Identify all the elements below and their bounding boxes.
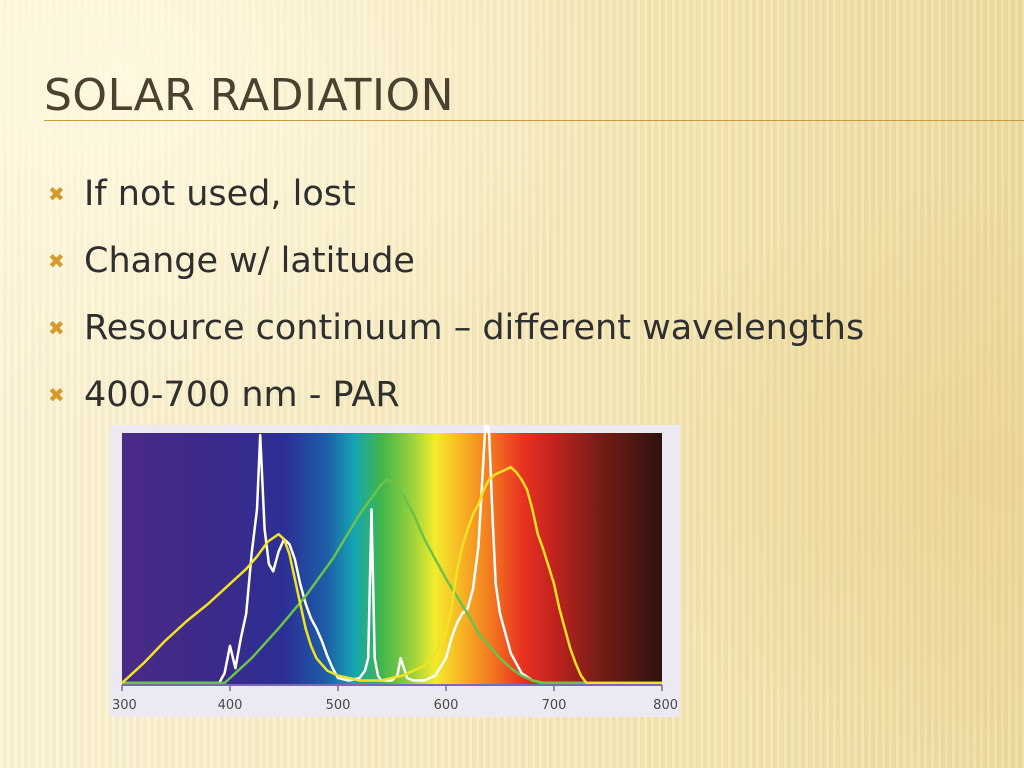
bullet-item: ✖ Resource continuum – different wavelen…	[48, 294, 864, 361]
bullet-text: Resource continuum – different wavelengt…	[84, 307, 865, 348]
bullet-text: If not used, lost	[84, 173, 356, 214]
slide-title: SOLAR RADIATION	[44, 70, 455, 121]
x-tick-label: 700	[542, 698, 567, 713]
x-tick-label: 300	[112, 698, 137, 713]
bullet-item: ✖ 400-700 nm - PAR	[48, 361, 864, 428]
spectrum-plot-area	[122, 433, 662, 685]
cross-bullet-icon: ✖	[48, 181, 65, 206]
spectrum-series-line-3	[121, 465, 662, 685]
cross-bullet-icon: ✖	[48, 382, 65, 407]
bullet-list: ✖ If not used, lost ✖ Change w/ latitude…	[48, 160, 864, 428]
spectrum-series-line-1	[122, 425, 662, 685]
cross-bullet-icon: ✖	[48, 315, 65, 340]
spectrum-chart-svg: 300 400 500 600 700 800	[112, 425, 678, 713]
x-tick-label: 400	[218, 698, 243, 713]
spectrum-chart: 300 400 500 600 700 800	[110, 425, 680, 717]
series-layer	[121, 425, 662, 685]
cross-bullet-icon: ✖	[48, 248, 65, 273]
bullet-item: ✖ Change w/ latitude	[48, 227, 864, 294]
x-tick-label: 600	[434, 698, 459, 713]
x-axis-ticks: 300 400 500 600 700 800	[112, 685, 678, 713]
bullet-text: 400-700 nm - PAR	[84, 374, 400, 415]
bullet-item: ✖ If not used, lost	[48, 160, 864, 227]
x-tick-label: 500	[326, 698, 351, 713]
bullet-text: Change w/ latitude	[84, 240, 415, 281]
x-tick-label: 800	[653, 698, 678, 713]
title-underline	[44, 120, 1024, 121]
spectrum-series-line-2	[122, 478, 662, 685]
